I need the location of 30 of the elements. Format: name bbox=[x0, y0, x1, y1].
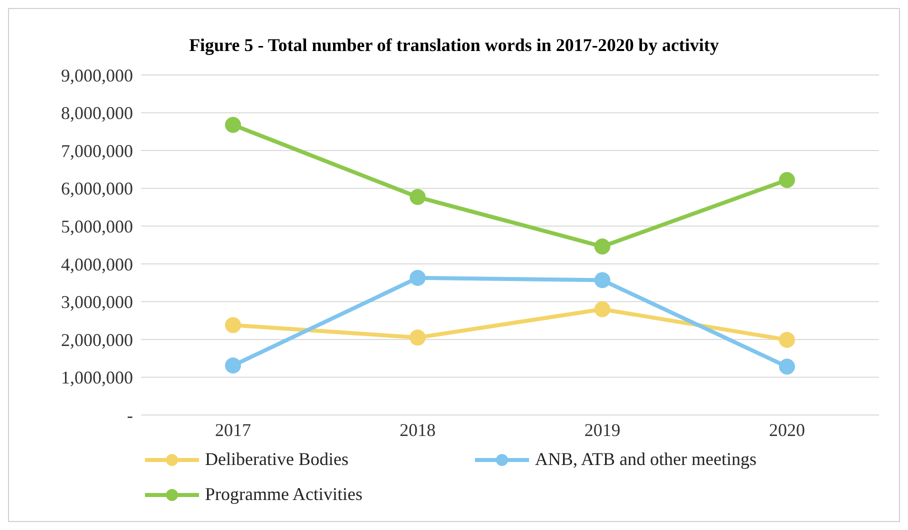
point bbox=[410, 189, 426, 206]
y-tick-label: 1,000,000 bbox=[61, 368, 133, 388]
y-tick-label: 9,000,000 bbox=[61, 65, 133, 86]
x-tick-label: 2020 bbox=[769, 420, 805, 440]
y-tick-label: 3,000,000 bbox=[61, 292, 133, 312]
point bbox=[225, 116, 241, 133]
y-tick-label: 8,000,000 bbox=[61, 103, 133, 124]
point bbox=[225, 358, 241, 374]
legend-label: ANB, ATB and other meetings bbox=[535, 449, 756, 470]
point bbox=[779, 172, 795, 188]
point bbox=[594, 301, 610, 318]
y-tick-label: 5,000,000 bbox=[61, 216, 133, 236]
x-tick-label: 2018 bbox=[400, 420, 436, 440]
y-tick-label: - bbox=[127, 405, 133, 426]
chart-title: Figure 5 - Total number of translation words in 2017-2020 by activity bbox=[188, 35, 720, 57]
y-tick-label: 6,000,000 bbox=[61, 178, 133, 199]
point bbox=[594, 238, 610, 255]
point bbox=[779, 358, 795, 375]
x-tick-label: 2017 bbox=[215, 420, 251, 440]
point bbox=[410, 270, 426, 286]
y-tick-label: 2,000,000 bbox=[61, 330, 133, 350]
point bbox=[594, 272, 610, 288]
y-tick-label: 7,000,000 bbox=[61, 140, 133, 161]
point bbox=[225, 317, 241, 334]
y-tick-label: 4,000,000 bbox=[61, 254, 133, 274]
legend-label: Programme Activities bbox=[205, 484, 362, 505]
legend-label: Deliberative Bodies bbox=[205, 449, 348, 470]
x-tick-label: 2019 bbox=[584, 420, 620, 440]
point bbox=[779, 332, 795, 348]
point bbox=[410, 330, 426, 346]
